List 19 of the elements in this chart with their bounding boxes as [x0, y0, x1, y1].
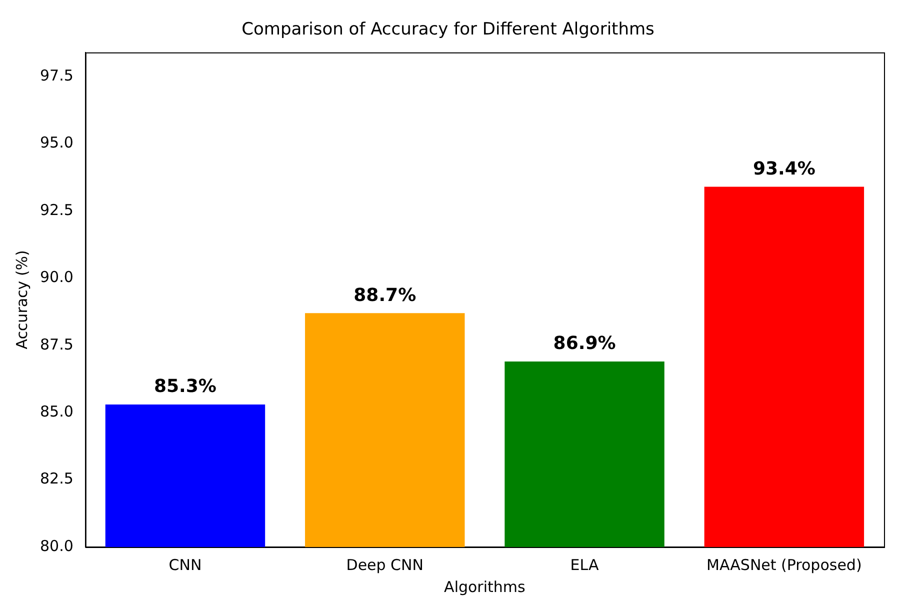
- x-tick-label: Deep CNN: [346, 556, 424, 574]
- x-tick-label: CNN: [168, 556, 202, 574]
- data-label: 86.9%: [553, 333, 616, 354]
- y-tick-label: 82.5: [40, 470, 74, 488]
- y-tick-label: 97.5: [40, 66, 74, 84]
- y-tick-label: 90.0: [40, 268, 74, 286]
- y-tick-label: 95.0: [40, 134, 74, 152]
- x-axis-title: Algorithms: [444, 578, 526, 596]
- chart-title: Comparison of Accuracy for Different Algorithms: [242, 20, 655, 40]
- x-tick-label: ELA: [570, 556, 600, 574]
- data-label: 85.3%: [154, 376, 216, 398]
- data-label: 93.4%: [752, 158, 816, 180]
- y-tick-label: 85.0: [40, 402, 74, 420]
- data-label: 88.7%: [354, 284, 416, 306]
- x-tick-label: MAASNet (Proposed): [706, 556, 862, 574]
- y-tick-label: 80.0: [40, 536, 74, 555]
- y-tick-label: 92.5: [40, 200, 74, 219]
- y-axis-title: Accuracy (%): [12, 250, 31, 350]
- y-tick-label: 87.5: [40, 335, 74, 354]
